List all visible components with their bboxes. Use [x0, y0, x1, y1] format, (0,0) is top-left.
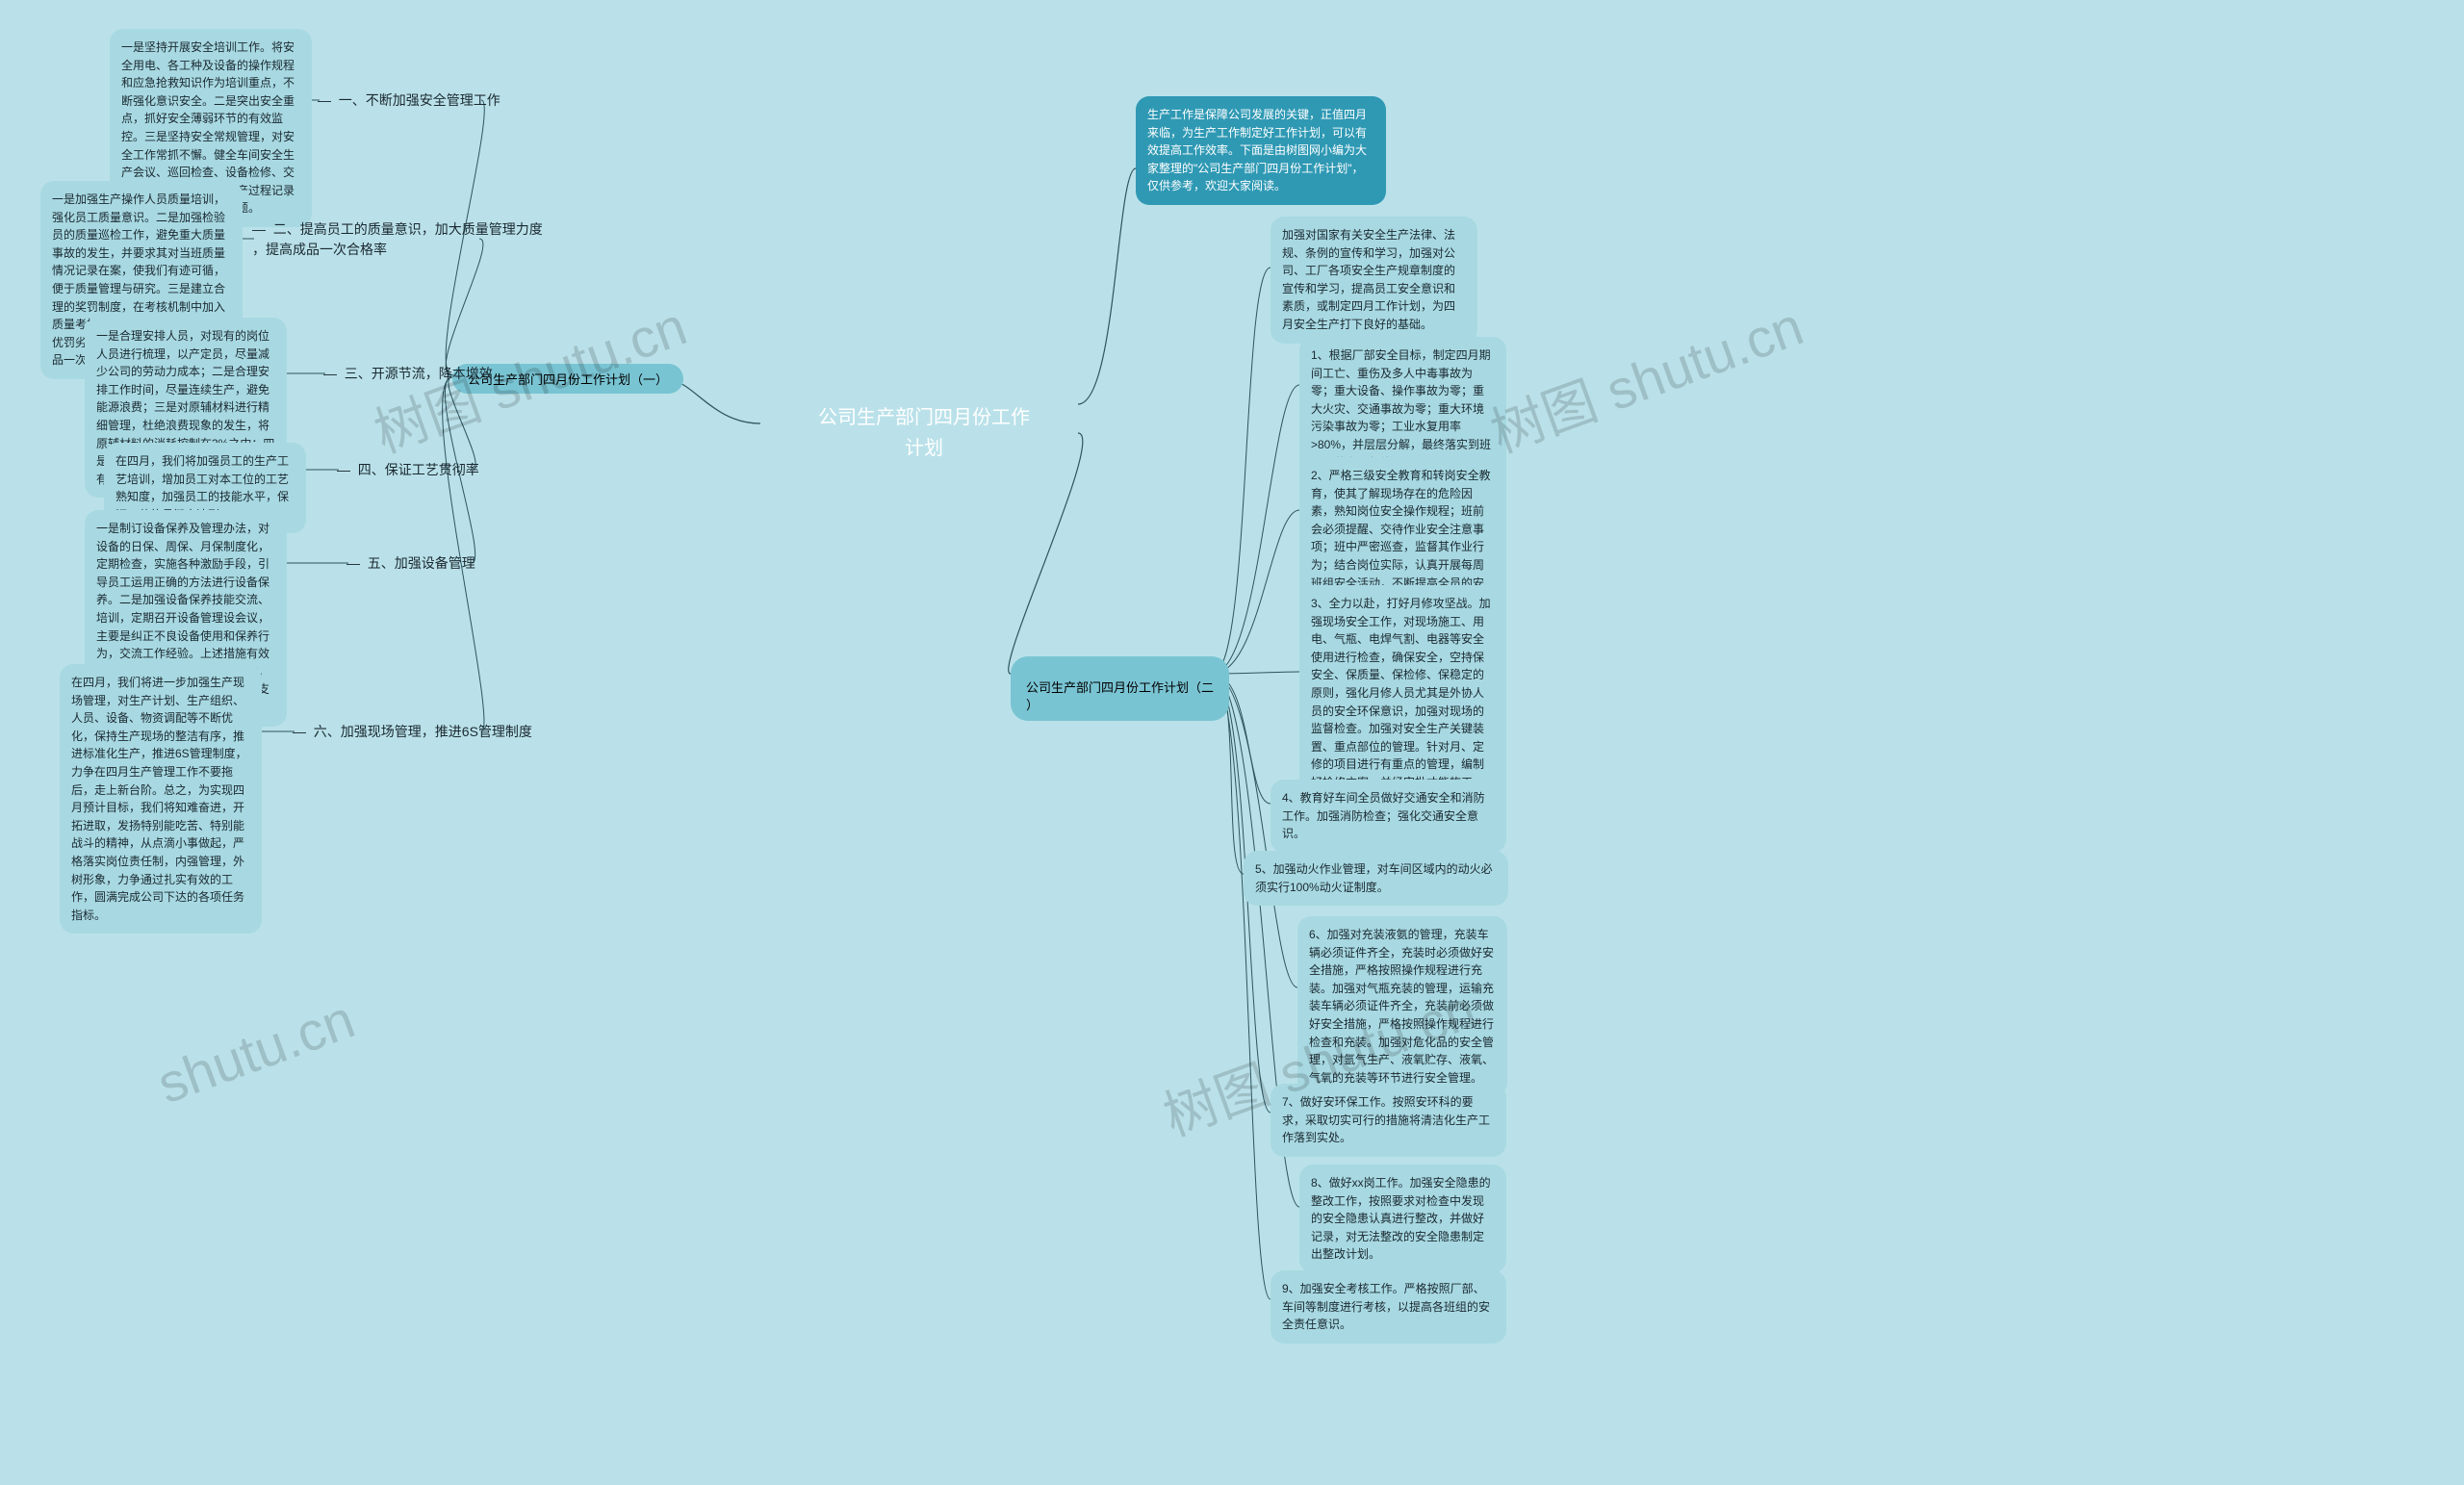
left-node-6-label: — 六、加强现场管理，推进6S管理制度: [293, 722, 532, 741]
right-parent: 公司生产部门四月份工作计划（二 ）: [1011, 656, 1229, 721]
right-node-6: 6、加强对充装液氨的管理，充装车辆必须证件齐全，充装时必须做好安全措施，严格按照…: [1297, 916, 1507, 1096]
intro-bubble: 生产工作是保障公司发展的关键，正值四月来临，为生产工作制定好工作计划，可以有效提…: [1136, 96, 1386, 205]
right-node-5: 5、加强动火作业管理，对车间区域内的动火必须实行100%动火证制度。: [1244, 851, 1508, 906]
right-node-4: 4、教育好车间全员做好交通安全和消防工作。加强消防检查；强化交通安全意识。: [1270, 780, 1506, 853]
right-parent-label: 公司生产部门四月份工作计划（二 ）: [1026, 680, 1214, 712]
center-node: 公司生产部门四月份工作 计划: [751, 327, 1097, 539]
left-node-5-label: — 五、加强设备管理: [346, 553, 475, 573]
right-node-7: 7、做好安环保工作。按照安环科的要求，采取切实可行的措施将清洁化生产工作落到实处…: [1270, 1084, 1506, 1157]
center-title: 公司生产部门四月份工作 计划: [818, 402, 1030, 464]
left-node-2-label: — 二、提高员工的质量意识，加大质量管理力度 ，提高成品一次合格率: [252, 219, 543, 260]
right-node-9: 9、加强安全考核工作。严格按照厂部、车间等制度进行考核，以提高各班组的安全责任意…: [1270, 1270, 1506, 1344]
left-node-1-label: — 一、不断加强安全管理工作: [318, 90, 500, 110]
left-parent-label: 公司生产部门四月份工作计划（一）: [468, 372, 668, 387]
left-node-3-label: — 三、开源节流，降本增效: [323, 364, 493, 383]
right-node-8: 8、做好xx岗工作。加强安全隐患的整改工作，按照要求对检查中发现的安全隐患认真进…: [1299, 1165, 1506, 1273]
intro-text: 生产工作是保障公司发展的关键，正值四月来临，为生产工作制定好工作计划，可以有效提…: [1147, 108, 1367, 192]
left-node-6-detail: 在四月，我们将进一步加强生产现场管理，对生产计划、生产组织、人员、设备、物资调配…: [60, 664, 262, 934]
left-node-4-label: — 四、保证工艺贯彻率: [337, 460, 479, 479]
right-top-detail: 加强对国家有关安全生产法律、法规、条例的宣传和学习，加强对公司、工厂各项安全生产…: [1270, 217, 1477, 344]
